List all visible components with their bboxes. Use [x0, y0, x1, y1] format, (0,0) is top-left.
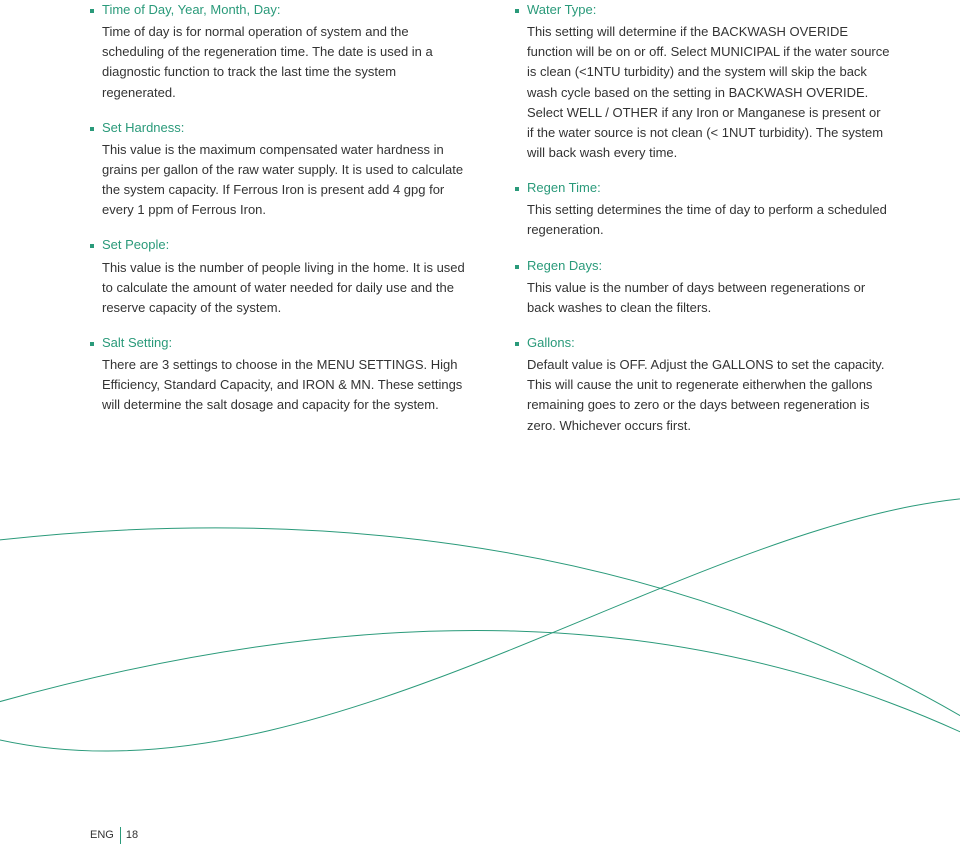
setting-body: Time of day is for normal operation of s…	[90, 22, 465, 103]
setting-heading: Time of Day, Year, Month, Day:	[90, 0, 465, 20]
setting-body: This value is the maximum compensated wa…	[90, 140, 465, 221]
setting-title: Gallons:	[527, 333, 575, 353]
setting-body: This value is the number of days between…	[515, 278, 890, 318]
setting-body: There are 3 settings to choose in the ME…	[90, 355, 465, 415]
setting-heading: Gallons:	[515, 333, 890, 353]
setting-heading: Set Hardness:	[90, 118, 465, 138]
bullet-icon	[515, 342, 519, 346]
curve-line	[0, 528, 960, 746]
setting-body: This value is the number of people livin…	[90, 258, 465, 318]
content-wrapper: Time of Day, Year, Month, Day:Time of da…	[0, 0, 960, 451]
right-column: Water Type:This setting will determine i…	[515, 0, 890, 451]
bullet-icon	[515, 9, 519, 13]
setting-item: Gallons:Default value is OFF. Adjust the…	[515, 333, 890, 436]
footer-page: 18	[126, 829, 138, 841]
setting-title: Regen Time:	[527, 178, 601, 198]
left-column: Time of Day, Year, Month, Day:Time of da…	[90, 0, 465, 451]
setting-title: Salt Setting:	[102, 333, 172, 353]
setting-item: Water Type:This setting will determine i…	[515, 0, 890, 163]
setting-heading: Salt Setting:	[90, 333, 465, 353]
setting-heading: Regen Time:	[515, 178, 890, 198]
bullet-icon	[90, 244, 94, 248]
setting-item: Regen Time:This setting determines the t…	[515, 178, 890, 240]
setting-heading: Water Type:	[515, 0, 890, 20]
bullet-icon	[90, 9, 94, 13]
setting-title: Time of Day, Year, Month, Day:	[102, 0, 280, 20]
setting-title: Set Hardness:	[102, 118, 184, 138]
bullet-icon	[90, 342, 94, 346]
setting-body: Default value is OFF. Adjust the GALLONS…	[515, 355, 890, 436]
setting-title: Water Type:	[527, 0, 596, 20]
setting-title: Set People:	[102, 235, 169, 255]
setting-item: Regen Days:This value is the number of d…	[515, 256, 890, 318]
setting-item: Set Hardness:This value is the maximum c…	[90, 118, 465, 221]
setting-item: Set People: This value is the number of p…	[90, 235, 465, 318]
bullet-icon	[90, 127, 94, 131]
page-footer: ENG 18	[90, 827, 138, 844]
setting-heading: Set People:	[90, 235, 465, 255]
setting-heading: Regen Days:	[515, 256, 890, 276]
bullet-icon	[515, 265, 519, 269]
setting-item: Salt Setting:There are 3 settings to cho…	[90, 333, 465, 416]
setting-body: This setting determines the time of day …	[515, 200, 890, 240]
setting-item: Time of Day, Year, Month, Day:Time of da…	[90, 0, 465, 103]
curve-line	[0, 630, 960, 756]
bullet-icon	[515, 187, 519, 191]
setting-body: This setting will determine if the BACKW…	[515, 22, 890, 163]
footer-lang: ENG	[90, 827, 121, 844]
setting-title: Regen Days:	[527, 256, 602, 276]
decorative-curves	[0, 466, 960, 866]
curve-line	[0, 496, 960, 751]
